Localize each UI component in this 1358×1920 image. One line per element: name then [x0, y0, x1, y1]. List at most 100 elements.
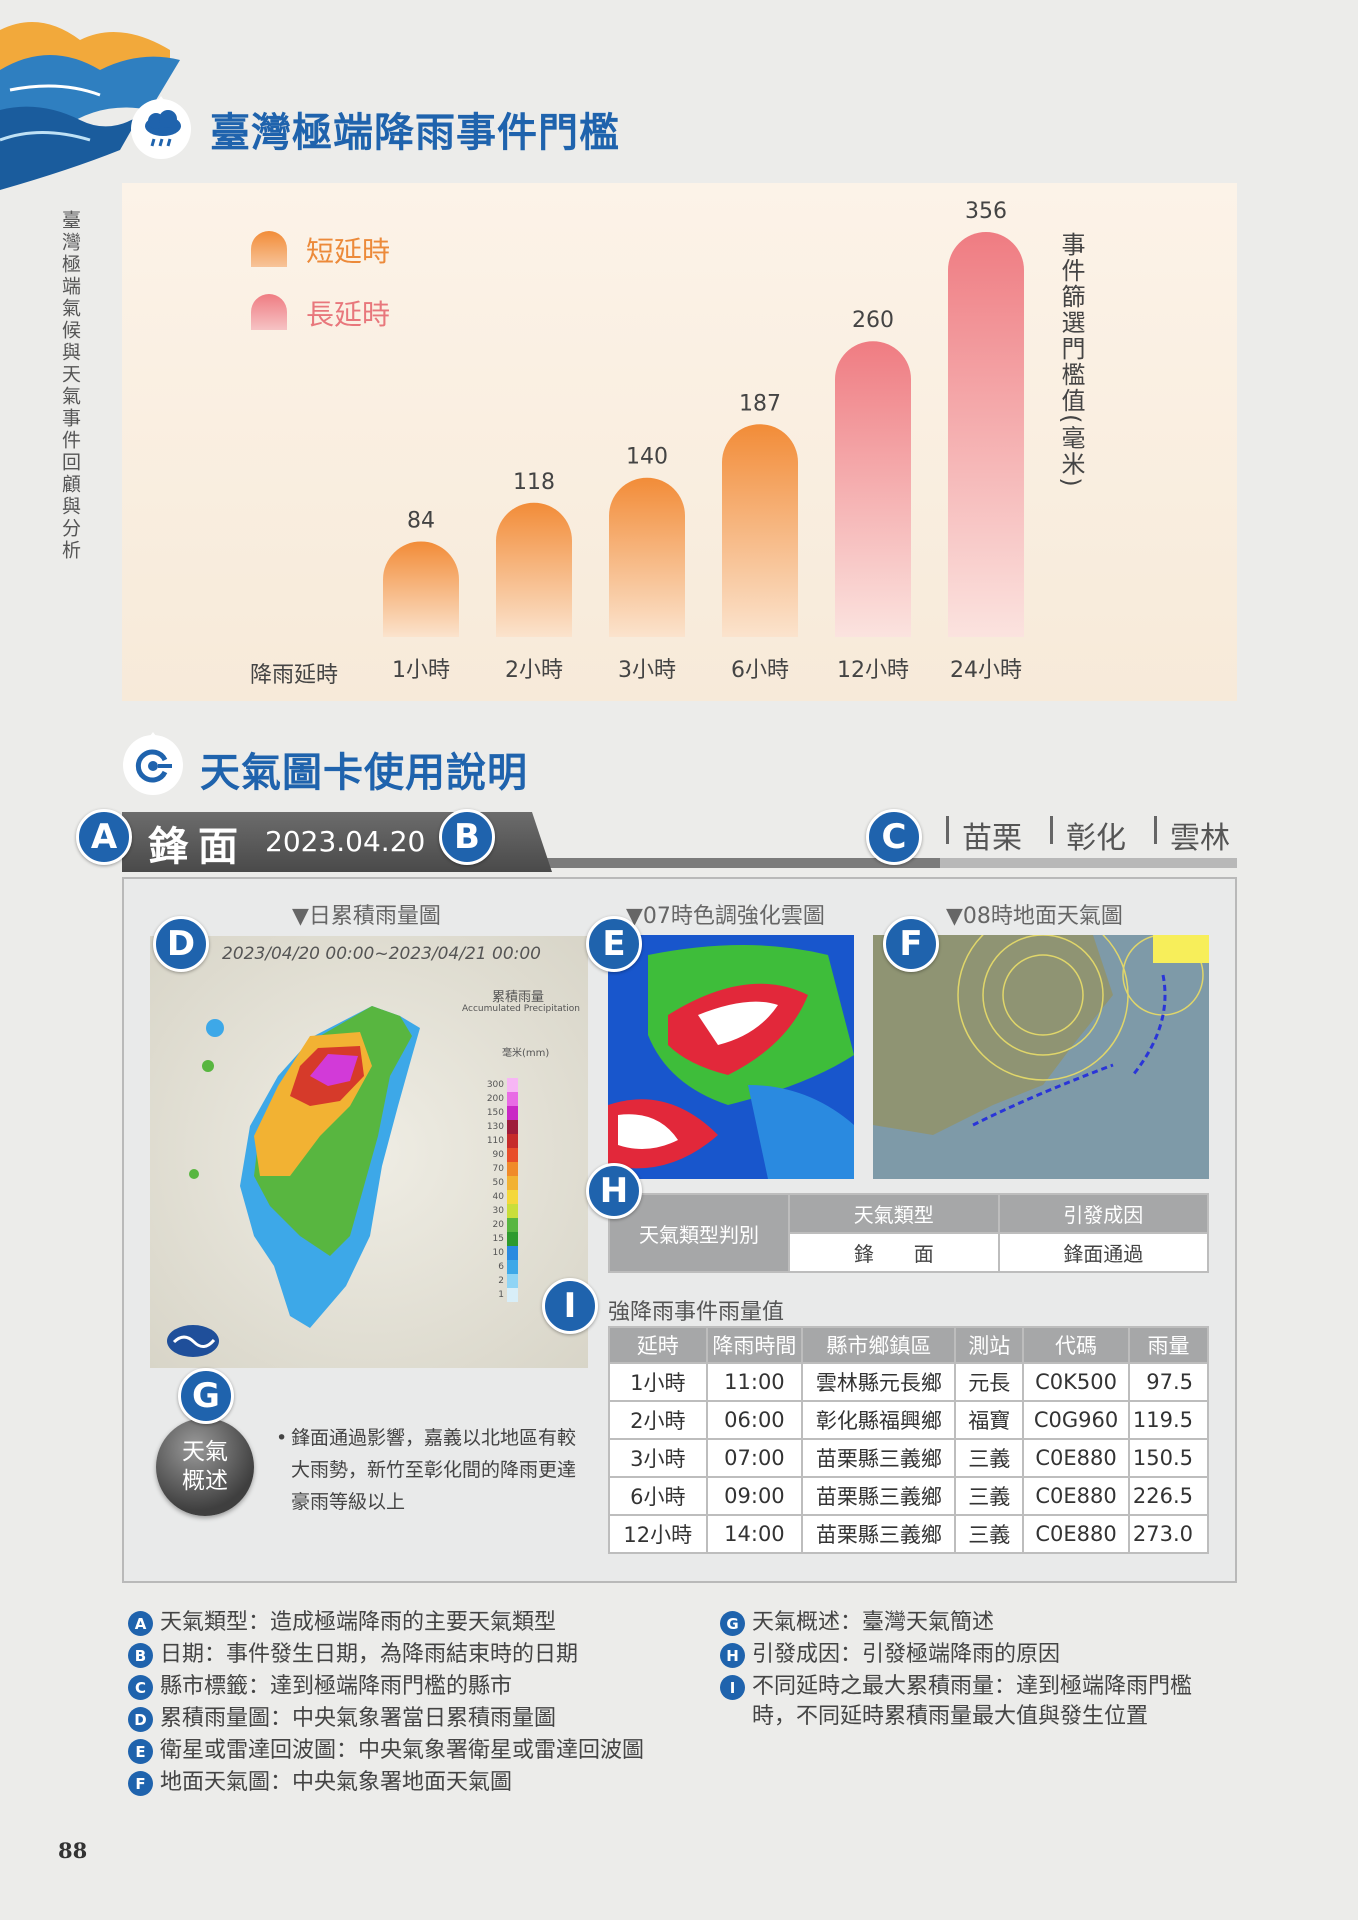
extreme-rain-table-title: 強降雨事件雨量值 [608, 1300, 785, 1325]
event-date: 2023.04.20 [265, 825, 426, 858]
table-row: 12小時 14:00 苗栗縣三義鄉 三義 C0E880 273.0 [608, 1514, 1210, 1554]
rainfall-scale-step: 2 [480, 1274, 520, 1288]
table-cell: 三義 [954, 1514, 1025, 1554]
book-title-vertical: 臺灣極端氣候與天氣事件回顧與分析 [59, 210, 81, 562]
note-text: 天氣概述：臺灣天氣簡述 [752, 1610, 995, 1635]
card-header-line [122, 858, 1237, 868]
county-separator [946, 816, 949, 844]
county-separator [1050, 816, 1053, 844]
table-row: 2小時 06:00 彰化縣福興鄉 福寶 C0G960 119.5 [608, 1400, 1210, 1440]
rainfall-scale-step: 110 [480, 1134, 520, 1148]
note-text: 縣市標籤：達到極端降雨門檻的縣市 [160, 1674, 513, 1699]
rainfall-scale-step: 15 [480, 1232, 520, 1246]
table-cell: 6小時 [608, 1476, 708, 1516]
badge-d: D [153, 916, 209, 972]
note-badge: I [720, 1675, 745, 1700]
note-badge: D [128, 1707, 153, 1732]
table-cell: C0E880 [1022, 1476, 1130, 1516]
table-cell: 119.5 [1127, 1400, 1210, 1440]
table-row: 3小時 07:00 苗栗縣三義鄉 三義 C0E880 150.5 [608, 1438, 1210, 1478]
weather-type: 鋒面 [148, 824, 248, 870]
chart-bar-12小時 [835, 341, 911, 637]
taiwan-rainfall-shape [189, 1006, 420, 1328]
rainfall-legend-subtitle: Accumulated Precipitation [462, 1004, 580, 1014]
chart-value-label: 118 [513, 470, 555, 495]
chart-bar-1小時 [383, 541, 459, 637]
badge-h: H [586, 1163, 642, 1219]
table-cell: 06:00 [705, 1400, 804, 1440]
summary-label: 天氣 概述 [156, 1418, 254, 1516]
table-row: 1小時 11:00 雲林縣元長鄉 元長 C0K500 97.5 [608, 1362, 1210, 1402]
weather-summary: 鋒面通過影響，嘉義以北地區有較 大雨勢，新竹至彰化間的降雨更達 豪雨等級以上 [276, 1422, 594, 1518]
section-title-thresholds: 臺灣極端降雨事件門檻 [210, 110, 620, 156]
table-cell: 273.0 [1127, 1514, 1210, 1554]
note-text: 累積雨量圖：中央氣象署當日累積雨量圖 [160, 1706, 557, 1731]
legend-label-short: 短延時 [306, 235, 391, 268]
rainfall-scale-step: 200 [480, 1092, 520, 1106]
legend-swatch-short [251, 231, 287, 267]
cause-value: 鋒面通過 [997, 1232, 1209, 1273]
summary-line: 豪雨等級以上 [291, 1491, 406, 1513]
rainfall-legend-title: 累積雨量 [492, 990, 545, 1005]
table-cell: 苗栗縣三義鄉 [801, 1438, 957, 1478]
threshold-bar-chart: 84 1小時 118 2小時 140 3小時 187 6小時 260 12小時 356 24小時 [383, 199, 1024, 683]
note-badge: F [128, 1771, 153, 1796]
chart-bar-24小時 [948, 232, 1024, 637]
note-badge: G [720, 1611, 745, 1636]
rainfall-scale-step: 20 [480, 1218, 520, 1232]
table-cell: C0E880 [1022, 1514, 1130, 1554]
note-text: 衛星或雷達回波圖：中央氣象署衛星或雷達回波圖 [160, 1738, 645, 1763]
table-cell: 彰化縣福興鄉 [801, 1400, 957, 1440]
table-header: 延時 [608, 1326, 708, 1364]
summary-label-line2: 概述 [182, 1468, 228, 1494]
note-text: 地面天氣圖：中央氣象署地面天氣圖 [160, 1770, 513, 1795]
table-header: 雨量 [1127, 1326, 1210, 1364]
rainfall-scale-step: 10 [480, 1246, 520, 1260]
table-cell: 福寶 [954, 1400, 1025, 1440]
table-cell: 150.5 [1127, 1438, 1210, 1478]
cause-col-header: 引發成因 [997, 1193, 1209, 1234]
decorative-waves [0, 22, 180, 190]
chart-category-label: 12小時 [837, 658, 909, 683]
county-tag-2: 彰化 [1066, 821, 1126, 856]
note-text: 時，不同延時累積雨量最大值與發生位置 [752, 1704, 1149, 1729]
table-row: 6小時 09:00 苗栗縣三義鄉 三義 C0E880 226.5 [608, 1476, 1210, 1516]
weather-type-value: 鋒 面 [788, 1232, 1000, 1273]
rainfall-scale-step: 30 [480, 1204, 520, 1218]
section-title-card-guide: 天氣圖卡使用說明 [200, 750, 528, 796]
county-tag-1: 苗栗 [962, 821, 1022, 856]
note-text: 引發成因：引發極端降雨的原因 [752, 1642, 1061, 1667]
table-cell: 1小時 [608, 1362, 708, 1402]
badge-g: G [178, 1368, 234, 1424]
note-text: 天氣類型：造成極端降雨的主要天氣類型 [160, 1610, 557, 1635]
summary-line: 鋒面通過影響，嘉義以北地區有較 [291, 1427, 577, 1449]
table-cell: 3小時 [608, 1438, 708, 1478]
chart-value-label: 140 [626, 445, 668, 470]
chart-bar-3小時 [609, 477, 685, 637]
chart-y-axis-label: 事件篩選門檻值(毫米) [1057, 232, 1085, 489]
badge-e: E [586, 916, 642, 972]
table-cell: 226.5 [1127, 1476, 1210, 1516]
rainfall-period: 2023/04/20 00:00~2023/04/21 00:00 [222, 944, 541, 964]
table-cell: 07:00 [705, 1438, 804, 1478]
daily-rainfall-map: 2023/04/20 00:00~2023/04/21 00:00 累積雨量 A… [150, 936, 588, 1368]
weather-type-row-label: 天氣類型判別 [608, 1193, 790, 1273]
legend-swatch-long [251, 294, 287, 330]
chart-category-label: 3小時 [618, 658, 676, 683]
legend-label-long: 長延時 [306, 298, 391, 331]
table-cell: 2小時 [608, 1400, 708, 1440]
weather-card-icon [123, 732, 183, 795]
badge-f: F [883, 916, 939, 972]
chart-value-label: 187 [739, 391, 781, 416]
caption-rainfall-map: ▼日累積雨量圖 [292, 904, 441, 929]
table-cell: 雲林縣元長鄉 [801, 1362, 957, 1402]
rainfall-scale-step: 6 [480, 1260, 520, 1274]
table-cell: 14:00 [705, 1514, 804, 1554]
badge-a: A [76, 809, 132, 865]
chart-x-axis-label: 降雨延時 [250, 663, 339, 688]
note-badge: B [128, 1643, 153, 1668]
caption-cloud-image: ▼07時色調強化雲圖 [626, 904, 825, 929]
chart-bar-2小時 [496, 502, 572, 637]
badge-c: C [866, 809, 922, 865]
rainfall-scale-step: 50 [480, 1176, 520, 1190]
